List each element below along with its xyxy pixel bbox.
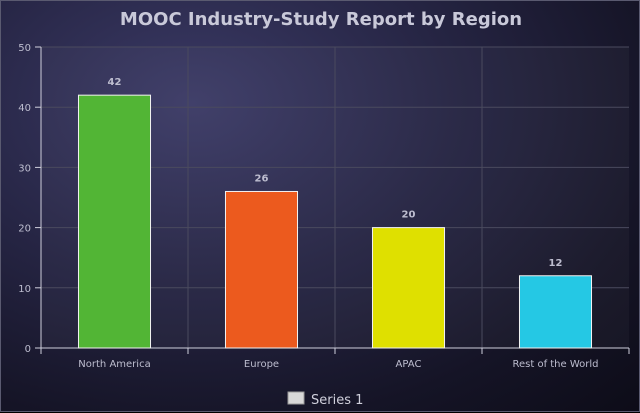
- x-tick-label: Europe: [244, 359, 279, 370]
- bar[interactable]: [77, 94, 152, 349]
- y-tick-label: 30: [18, 163, 31, 174]
- y-tick-label: 40: [18, 103, 31, 114]
- bar[interactable]: [518, 275, 593, 349]
- legend-swatch[interactable]: [287, 391, 305, 405]
- x-tick-label: North America: [78, 359, 150, 370]
- data-label: 26: [255, 173, 269, 184]
- y-tick-label: 50: [18, 43, 31, 54]
- labels: 0 10 20 30 40 50 42 North America 26 Europe 20 APAC…: [18, 43, 598, 370]
- data-label: 42: [108, 77, 122, 88]
- bar[interactable]: [371, 227, 446, 349]
- x-tick-label: APAC: [396, 359, 422, 370]
- data-label: 20: [402, 210, 416, 221]
- legend[interactable]: Series 1: [287, 391, 363, 408]
- y-tick-label: 20: [18, 224, 31, 235]
- legend-label[interactable]: Series 1: [311, 393, 363, 408]
- bars: [77, 94, 593, 349]
- chart-title: MOOC Industry-Study Report by Region: [120, 9, 522, 30]
- y-tick-label: 10: [18, 284, 31, 295]
- y-tick-label: 0: [25, 344, 31, 355]
- data-label: 12: [549, 258, 563, 269]
- bar[interactable]: [224, 190, 299, 349]
- x-tick-label: Rest of the World: [512, 359, 598, 370]
